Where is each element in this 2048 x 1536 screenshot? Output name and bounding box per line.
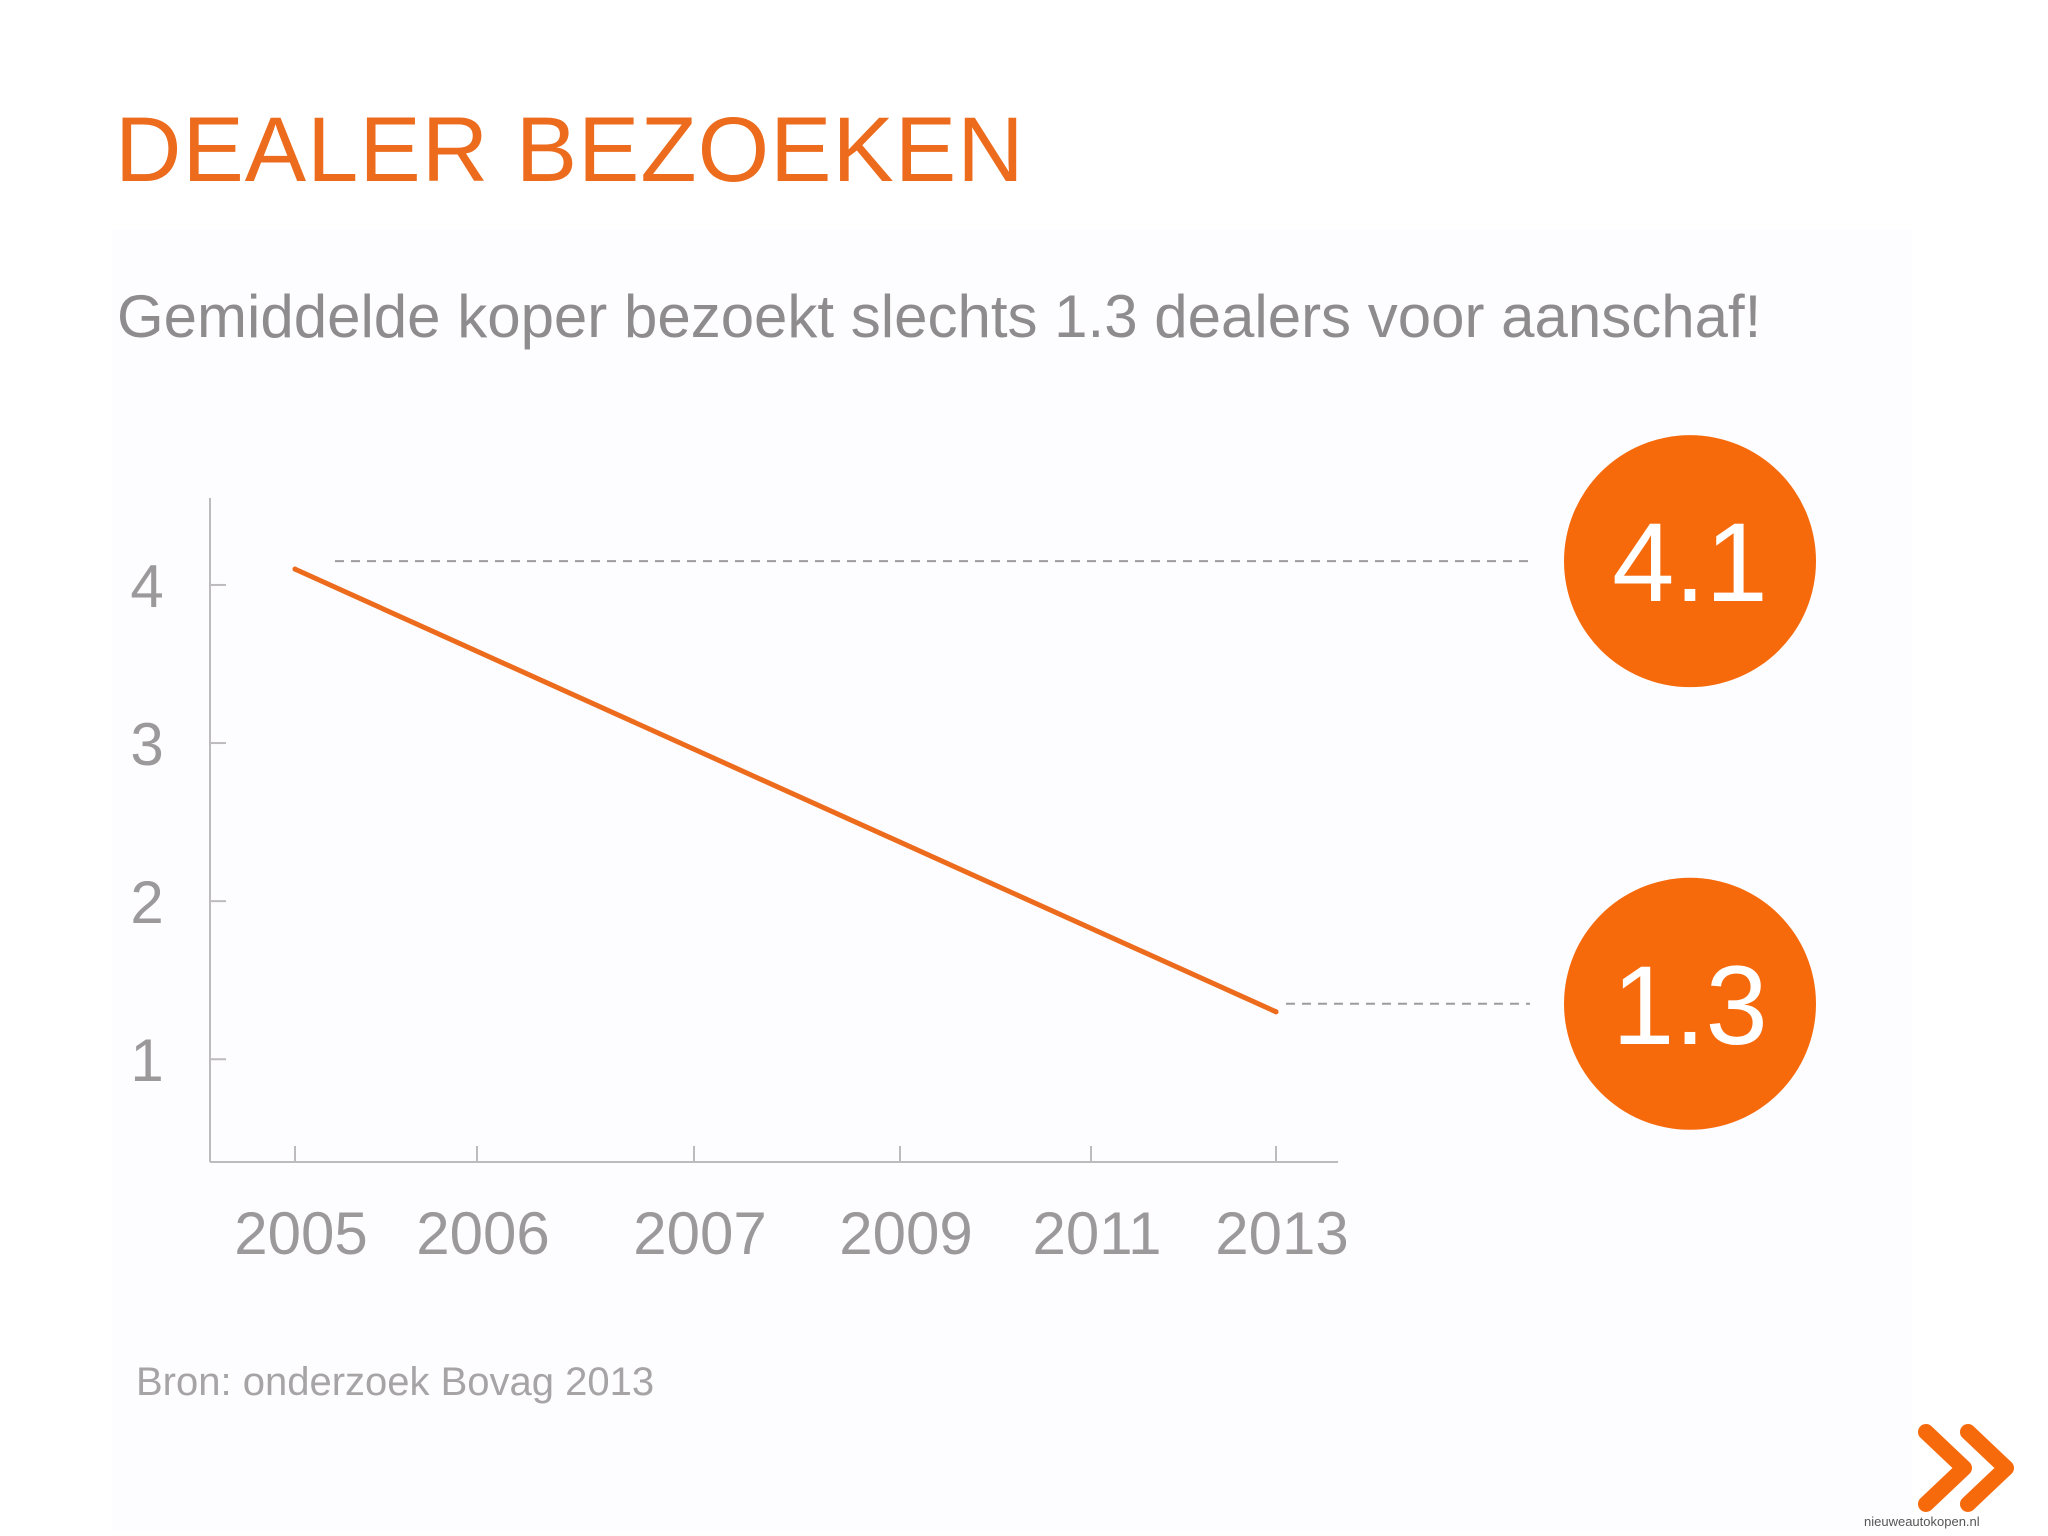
x-tick-label: 2009 — [839, 1200, 972, 1267]
value-bubble-label: 1.3 — [1612, 943, 1768, 1068]
logo-text: nieuweautokopen.nl — [1864, 1514, 1980, 1529]
value-bubble — [1564, 877, 1816, 1130]
x-tick-label: 2013 — [1215, 1200, 1348, 1267]
y-tick-label: 2 — [130, 869, 163, 936]
value-bubble — [1564, 435, 1816, 688]
x-tick-label: 2007 — [633, 1200, 766, 1267]
data-point — [292, 566, 298, 572]
y-tick-label: 3 — [130, 711, 163, 778]
page-subtitle: Gemiddelde koper bezoekt slechts 1.3 dea… — [117, 283, 1762, 350]
x-tick-label: 2005 — [234, 1200, 367, 1267]
x-tick-label: 2011 — [1032, 1200, 1161, 1267]
series-line — [292, 566, 1279, 1015]
chart-panel-background — [112, 230, 1912, 1530]
source-note: Bron: onderzoek Bovag 2013 — [136, 1360, 655, 1404]
data-point — [1273, 1009, 1279, 1015]
value-bubble-label: 4.1 — [1612, 500, 1768, 625]
y-tick-label: 4 — [130, 553, 163, 620]
double-chevron-logo-icon — [1918, 1424, 2014, 1512]
page-title: DEALER BEZOEKEN — [115, 99, 1025, 201]
y-tick-label: 1 — [130, 1027, 163, 1094]
x-tick-label: 2006 — [416, 1200, 549, 1267]
